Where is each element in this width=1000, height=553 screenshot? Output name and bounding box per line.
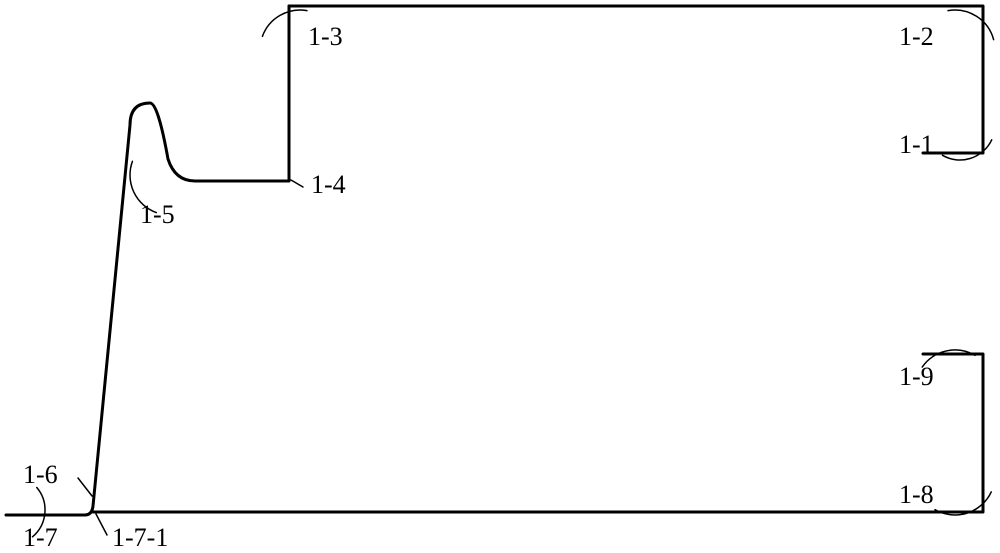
leader-1-4 — [291, 180, 303, 187]
leader-1-7-1 — [96, 514, 107, 535]
diagram-canvas — [0, 0, 1000, 552]
label-1-1: 1-1 — [899, 130, 934, 160]
label-1-7: 1-7 — [23, 523, 58, 553]
label-1-2: 1-2 — [899, 22, 934, 52]
label-1-3: 1-3 — [308, 22, 343, 52]
leader-1-2 — [948, 10, 994, 40]
profile-outline — [289, 6, 983, 153]
label-1-9: 1-9 — [899, 362, 934, 392]
leader-1-3 — [262, 10, 307, 36]
label-1-7-1: 1-7-1 — [112, 523, 168, 553]
leader-1-6 — [78, 478, 92, 496]
label-1-8: 1-8 — [899, 480, 934, 510]
label-1-5: 1-5 — [140, 200, 175, 230]
label-1-4: 1-4 — [311, 170, 346, 200]
label-1-6: 1-6 — [23, 460, 58, 490]
profile-outline — [98, 354, 983, 512]
profile-outline — [6, 6, 289, 515]
